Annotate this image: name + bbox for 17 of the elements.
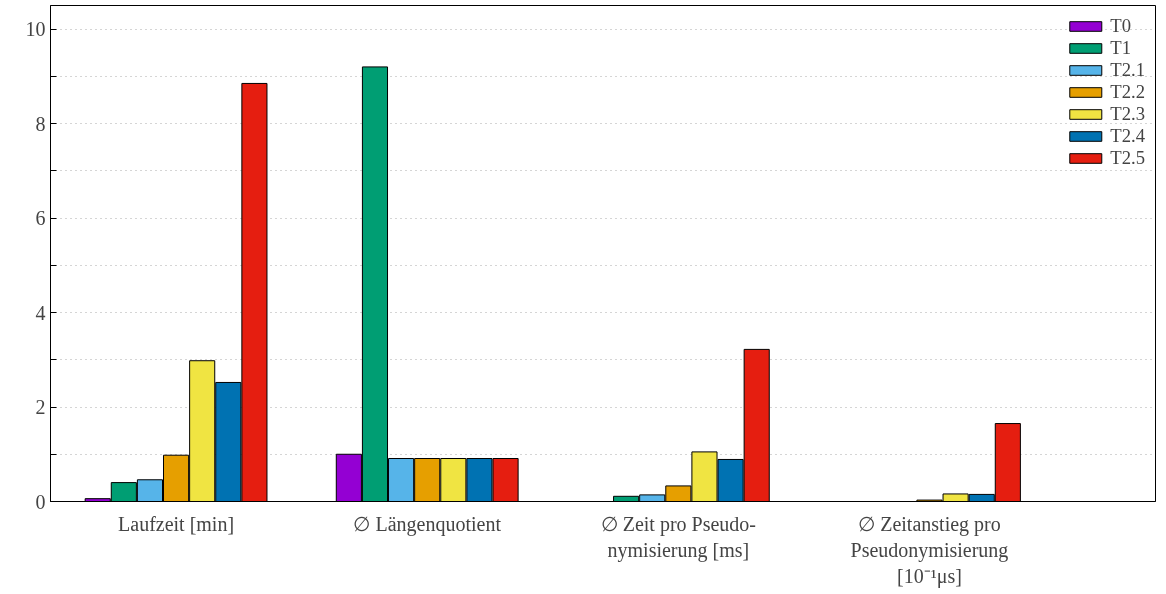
y-tick-label: 2 (35, 396, 46, 419)
legend-label: T0 (1110, 15, 1132, 37)
legend-label: T2.5 (1110, 147, 1145, 169)
y-tick-label: 6 (35, 207, 46, 230)
x-tick-label: ∅ Zeit pro Pseudo- nymisierung [ms] (600, 512, 756, 562)
legend-label: T2.3 (1110, 103, 1145, 125)
x-tick-label: ∅ Zeitanstieg pro Pseudonymisierung [10⁻¹μs] (850, 512, 1009, 589)
legend-label: T1 (1110, 37, 1132, 59)
y-tick-label: 4 (35, 301, 46, 324)
x-tick-label: ∅ Längenquotient (353, 512, 502, 536)
x-tick-label: Laufzeit [min] (118, 512, 235, 535)
y-tick-label: 10 (25, 18, 46, 41)
legend-label: T2.2 (1110, 81, 1145, 103)
legend-label: T2.4 (1110, 125, 1145, 147)
y-tick-label: 8 (35, 112, 46, 135)
y-tick-label: 0 (35, 490, 46, 513)
legend-label: T2.1 (1110, 59, 1145, 81)
